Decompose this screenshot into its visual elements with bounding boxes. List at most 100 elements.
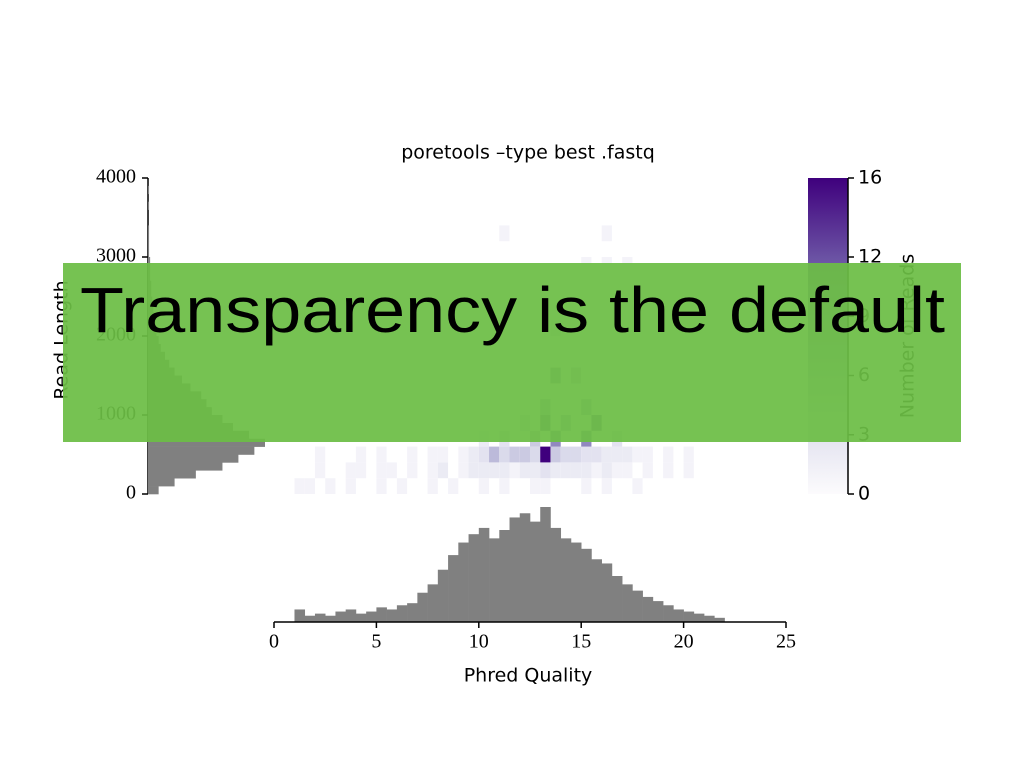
histogram-bar bbox=[407, 603, 418, 622]
heatmap-cell bbox=[478, 462, 490, 479]
y-tick-label: 0 bbox=[126, 482, 136, 504]
heatmap-cell bbox=[468, 446, 479, 463]
histogram-bar bbox=[355, 613, 367, 622]
histogram-bar bbox=[478, 527, 490, 622]
histogram-bar bbox=[304, 615, 316, 622]
y-tick-label: 3000 bbox=[96, 245, 136, 267]
heatmap-cell bbox=[325, 478, 336, 494]
colorbar-tick-label: 0 bbox=[858, 483, 870, 505]
heatmap-cell bbox=[642, 462, 653, 479]
banner-text: Transparency is the default bbox=[80, 274, 945, 346]
heatmap-cell bbox=[663, 462, 674, 479]
histogram-bar bbox=[642, 596, 654, 622]
heatmap-cell bbox=[478, 446, 490, 463]
histogram-bar bbox=[314, 613, 326, 622]
histogram-bar bbox=[673, 609, 684, 622]
heatmap-cell bbox=[427, 478, 438, 494]
heatmap-cell bbox=[601, 225, 612, 242]
histogram-bar bbox=[376, 607, 387, 622]
heatmap-cell bbox=[591, 446, 602, 463]
heatmap-cell bbox=[581, 478, 592, 494]
x-tick-label: 5 bbox=[371, 631, 381, 653]
histogram-bar bbox=[335, 611, 346, 622]
heatmap-cell bbox=[519, 462, 530, 479]
heatmap-cell bbox=[386, 462, 397, 479]
heatmap-cell bbox=[396, 478, 408, 494]
heatmap-cell bbox=[355, 462, 367, 479]
histogram-bar bbox=[622, 584, 633, 622]
banner: Transparency is the default bbox=[63, 263, 961, 442]
heatmap-cell bbox=[581, 462, 592, 479]
heatmap-cell bbox=[540, 478, 551, 494]
heatmap-cell bbox=[499, 446, 510, 463]
histogram-bar bbox=[427, 584, 439, 622]
histogram-bar bbox=[530, 521, 541, 622]
heatmap-cell bbox=[314, 462, 326, 479]
x-tick-label: 20 bbox=[674, 631, 694, 653]
heatmap-cell bbox=[642, 446, 653, 463]
heatmap-cell bbox=[570, 462, 582, 479]
heatmap-cell bbox=[622, 446, 633, 463]
heatmap-cell bbox=[499, 478, 510, 494]
heatmap-cell bbox=[489, 446, 500, 463]
heatmap-cell bbox=[499, 225, 510, 242]
x-tick-label: 15 bbox=[571, 631, 591, 653]
histogram-bar bbox=[632, 590, 643, 622]
heatmap-cell bbox=[611, 446, 623, 463]
histogram-bar bbox=[148, 233, 150, 242]
histogram-bar bbox=[581, 548, 592, 622]
histogram-bar bbox=[489, 538, 500, 622]
banner-background bbox=[63, 263, 961, 442]
heatmap-cell bbox=[499, 462, 510, 479]
heatmap-cell bbox=[304, 478, 315, 494]
histogram-bar bbox=[601, 563, 613, 622]
heatmap-cell bbox=[632, 478, 643, 494]
histogram-bar bbox=[448, 555, 459, 622]
histogram-bar bbox=[148, 257, 151, 266]
heatmap-cell bbox=[407, 446, 418, 463]
heatmap-cell bbox=[437, 446, 449, 463]
heatmap-cell bbox=[509, 462, 520, 479]
histogram-bar bbox=[591, 559, 602, 622]
heatmap-cell bbox=[622, 462, 633, 479]
colorbar-tick-label: 12 bbox=[858, 246, 882, 268]
histogram-bar bbox=[683, 611, 695, 622]
heatmap-cell bbox=[376, 478, 387, 494]
histogram-bar bbox=[509, 517, 521, 622]
heatmap-cell bbox=[427, 462, 438, 479]
heatmap-cell bbox=[355, 446, 367, 463]
histogram-bar bbox=[148, 438, 265, 447]
histogram-bar bbox=[550, 527, 562, 622]
heatmap-cell bbox=[663, 446, 674, 463]
histogram-bar bbox=[540, 507, 551, 622]
histogram-bar bbox=[693, 613, 705, 622]
heatmap-cell bbox=[560, 446, 571, 463]
heatmap-cell bbox=[376, 446, 387, 463]
histogram-bar bbox=[148, 462, 223, 471]
histogram-bar bbox=[570, 542, 582, 622]
histogram-bar bbox=[417, 592, 428, 622]
heatmap-cell bbox=[437, 462, 449, 479]
heatmap-cell bbox=[376, 462, 387, 479]
heatmap-cell bbox=[530, 446, 541, 463]
histogram-bar bbox=[714, 617, 725, 622]
heatmap-cell bbox=[560, 462, 571, 479]
histogram-bar bbox=[652, 601, 664, 622]
heatmap-cell bbox=[458, 462, 469, 479]
heatmap-cell bbox=[550, 446, 561, 463]
histogram-bar bbox=[148, 478, 175, 487]
histogram-bar bbox=[611, 576, 623, 622]
histogram-bar bbox=[499, 530, 510, 622]
colorbar-tick-label: 16 bbox=[858, 167, 882, 189]
histogram-bar bbox=[148, 446, 255, 455]
histogram-bar bbox=[148, 225, 150, 234]
heatmap-cell bbox=[601, 478, 612, 494]
heatmap-cell bbox=[468, 462, 479, 479]
histogram-bar bbox=[704, 615, 715, 622]
heatmap-cell bbox=[683, 446, 694, 463]
heatmap-cell bbox=[611, 462, 623, 479]
heatmap-cell bbox=[407, 462, 418, 479]
x-axis-label: Phred Quality bbox=[464, 665, 593, 687]
histogram-bar bbox=[458, 542, 469, 622]
